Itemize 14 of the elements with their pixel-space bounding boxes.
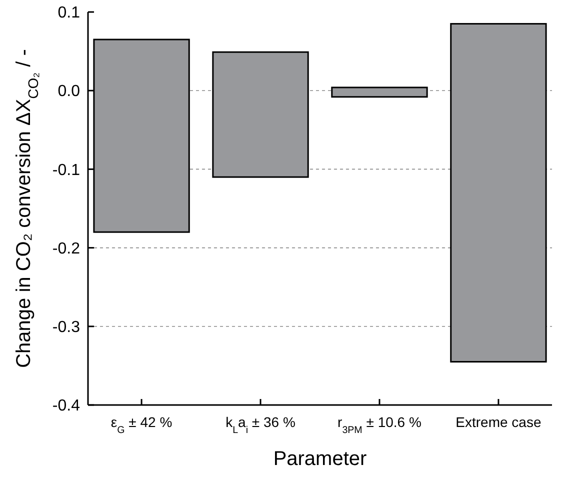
y-tick-label: -0.4 <box>52 398 80 415</box>
bar <box>450 23 547 363</box>
x-axis-title: Parameter <box>273 448 368 470</box>
x-tick-label: r$_{3PM}$ ± 10.6 % <box>338 414 422 436</box>
x-tick-label: ε$_{G}$ ± 42 % <box>110 414 172 436</box>
y-tick-label: 0.0 <box>58 83 80 100</box>
y-tick-label: -0.3 <box>52 319 80 336</box>
y-tick-label: 0.1 <box>58 4 80 22</box>
x-tick-label: k$_{L}$a$_{i}$ ± 36 % <box>226 414 296 436</box>
y-tick-label: -0.1 <box>52 162 80 179</box>
bar <box>212 51 309 178</box>
x-tick-label: Extreme case <box>456 414 542 430</box>
y-tick-label: -0.2 <box>52 240 80 258</box>
bar <box>331 86 428 98</box>
